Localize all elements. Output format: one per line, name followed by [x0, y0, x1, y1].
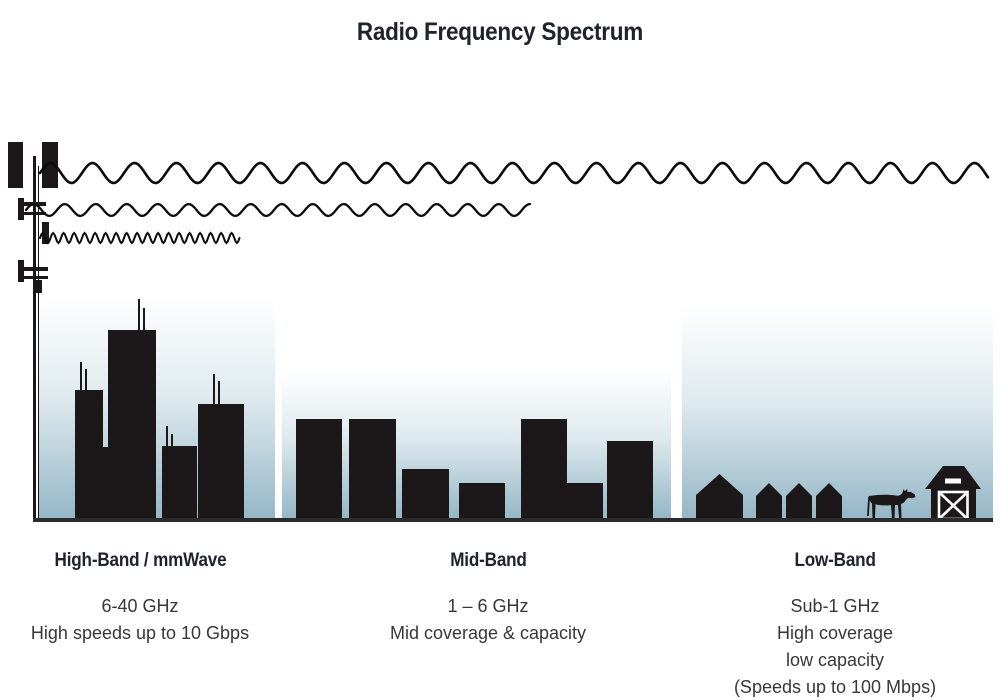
- skyscraper: [162, 446, 197, 519]
- band-label: Mid-Band: [449, 550, 527, 571]
- tower-crossbar: [17, 275, 48, 279]
- house-icon: [696, 474, 743, 519]
- midrise-building: [349, 419, 396, 519]
- band-details: Sub-1 GHz High coverage low capacity (Sp…: [685, 593, 985, 700]
- midrise-building: [296, 419, 342, 519]
- skyscraper: [108, 330, 156, 519]
- band-detail-line: Sub-1 GHz: [790, 596, 880, 616]
- skyscraper: [75, 390, 103, 519]
- band-detail-line: 1 – 6 GHz: [447, 596, 529, 616]
- rooftop-antenna: [212, 374, 215, 404]
- tower-antenna-panel: [8, 142, 23, 188]
- rooftop-antenna: [218, 381, 220, 404]
- mid-wavelength-wave-icon: [24, 202, 532, 218]
- house-icon: [756, 483, 782, 519]
- band-label: Low-Band: [794, 550, 876, 571]
- barn-icon: [925, 466, 981, 520]
- band-detail-line: High speeds up to 10 Gbps: [30, 623, 250, 643]
- band-label: High-Band / mmWave: [54, 550, 226, 571]
- midrise-building: [402, 469, 449, 519]
- band-detail-line: High coverage: [776, 623, 894, 643]
- band-detail-line: Mid coverage & capacity: [389, 623, 587, 643]
- tower-antenna-panel: [17, 260, 24, 282]
- farm-icon: [696, 466, 981, 520]
- rooftop-antenna: [166, 426, 168, 446]
- house-icon: [816, 483, 842, 519]
- ground-line: [33, 517, 993, 522]
- tower-mast: [32, 156, 36, 519]
- tower-antenna-panel: [17, 198, 24, 220]
- mid-band-caption: Mid-Band 1 – 6 GHz Mid coverage & capaci…: [338, 550, 638, 647]
- short-wavelength-wave-icon: [39, 231, 241, 245]
- midrise-building: [459, 483, 505, 519]
- skyscraper: [103, 447, 108, 519]
- band-details: 6-40 GHz High speeds up to 10 Gbps: [0, 593, 290, 647]
- tower-crossbar: [17, 267, 48, 271]
- midrise-building: [607, 441, 653, 519]
- long-wavelength-wave-icon: [38, 161, 990, 185]
- rooftop-antenna: [79, 362, 82, 390]
- band-detail-line: (Speeds up to 100 Mbps): [733, 677, 937, 697]
- house-icon: [786, 483, 812, 519]
- low-band-caption: Low-Band Sub-1 GHz High coverage low cap…: [685, 550, 985, 700]
- cow-icon: [867, 488, 916, 518]
- rooftop-antenna: [171, 434, 173, 446]
- skyscraper: [198, 404, 244, 519]
- band-details: 1 – 6 GHz Mid coverage & capacity: [338, 593, 638, 647]
- tower-mast: [37, 166, 39, 519]
- rooftop-antenna: [84, 369, 87, 390]
- band-detail-line: low capacity: [785, 650, 885, 670]
- tower-stub: [36, 280, 42, 293]
- band-detail-line: 6-40 GHz: [101, 596, 179, 616]
- midrise-building: [567, 483, 603, 519]
- rooftop-antenna: [142, 308, 145, 330]
- tower-antenna-panel: [42, 142, 58, 188]
- tower-antenna-panel: [41, 222, 49, 244]
- midrise-building: [521, 419, 567, 519]
- page-title: Radio Frequency Spectrum: [356, 17, 644, 46]
- rooftop-antenna: [137, 299, 140, 330]
- high-band-caption: High-Band / mmWave 6-40 GHz High speeds …: [0, 550, 290, 647]
